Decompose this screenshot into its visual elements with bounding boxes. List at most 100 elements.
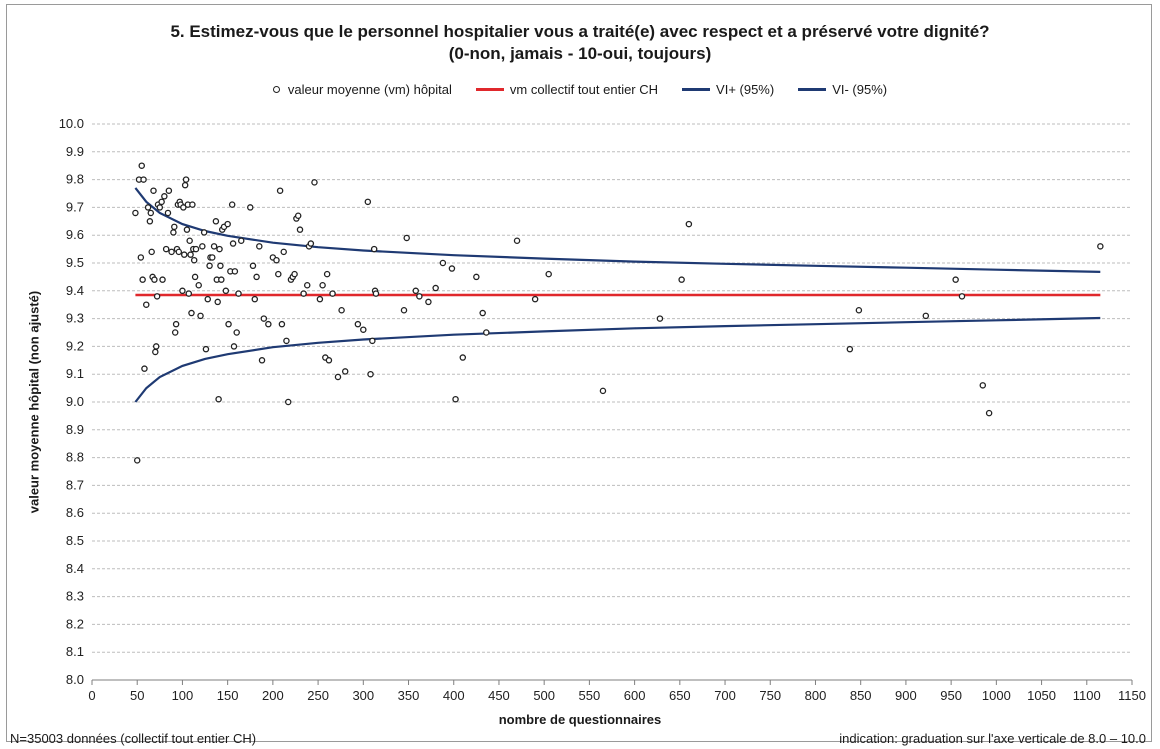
data-point xyxy=(150,187,157,194)
data-point xyxy=(225,320,232,328)
x-axis-ticks: 0 50 100 150 200 250 300 350 400 450 500 550 600 650 7… xyxy=(88,680,1146,703)
data-point xyxy=(325,357,333,364)
data-point xyxy=(531,295,539,303)
data-point xyxy=(195,281,202,289)
legend-item-hospital-mean: valeur moyenne (vm) hôpital xyxy=(272,82,452,97)
data-point xyxy=(952,276,959,283)
data-point xyxy=(300,290,307,297)
data-point xyxy=(162,245,170,253)
data-point xyxy=(237,237,245,245)
data-point xyxy=(319,281,326,289)
data-point xyxy=(360,326,367,333)
data-point xyxy=(253,273,260,281)
data-point xyxy=(316,295,324,303)
y-tick-label: 9.6 xyxy=(66,227,84,242)
data-point xyxy=(202,345,210,353)
data-point xyxy=(137,254,145,261)
data-point xyxy=(1097,243,1104,250)
data-point xyxy=(153,293,161,300)
data-point xyxy=(311,179,318,186)
chart-title: 5. Estimez-vous que le personnel hospita… xyxy=(170,22,990,41)
data-point xyxy=(400,307,408,314)
x-tick-label: 1000 xyxy=(982,688,1011,703)
data-point xyxy=(403,234,410,242)
x-tick-label: 1100 xyxy=(1073,688,1101,703)
data-point xyxy=(256,243,263,250)
data-point xyxy=(323,270,331,278)
data-point xyxy=(161,193,168,200)
data-point xyxy=(164,209,172,217)
x-tick-label: 300 xyxy=(352,688,374,703)
data-point xyxy=(372,290,380,297)
data-point xyxy=(369,337,376,345)
data-point xyxy=(452,395,459,403)
data-point xyxy=(191,273,199,281)
y-tick-label: 10.0 xyxy=(59,116,84,131)
y-tick-label: 9.1 xyxy=(66,366,84,381)
y-tick-label: 8.0 xyxy=(66,672,84,687)
legend-label: VI+ (95%) xyxy=(716,82,775,97)
y-tick-label: 8.9 xyxy=(66,422,84,437)
data-point xyxy=(283,337,290,345)
x-tick-label: 400 xyxy=(443,688,465,703)
data-point xyxy=(218,276,225,283)
data-point xyxy=(412,287,420,295)
data-points xyxy=(132,162,1104,464)
y-tick-label: 9.3 xyxy=(66,311,84,326)
data-point xyxy=(985,409,993,417)
data-point xyxy=(448,265,456,272)
circle-marker-icon xyxy=(272,86,280,93)
data-point xyxy=(364,198,372,206)
data-point xyxy=(200,229,208,236)
footer-note-right: indication: graduation sur l'axe vertica… xyxy=(839,731,1146,746)
data-point xyxy=(143,301,150,308)
data-point xyxy=(190,256,198,264)
data-point xyxy=(175,248,183,256)
data-point xyxy=(229,240,237,247)
data-point xyxy=(228,201,236,208)
y-axis-ticks: 8.0 8.1 8.2 8.3 8.4 8.5 8.6 8.7 8.8 8.9 9.0 9.1 9.2 9… xyxy=(59,116,84,687)
data-point xyxy=(141,365,148,372)
data-point xyxy=(181,181,189,189)
y-tick-label: 8.2 xyxy=(66,616,84,631)
data-point xyxy=(217,262,224,270)
data-point xyxy=(210,243,218,250)
data-point xyxy=(459,354,467,361)
data-point xyxy=(439,259,447,267)
data-point xyxy=(296,226,304,233)
x-tick-label: 650 xyxy=(669,688,691,703)
data-point xyxy=(370,245,378,253)
data-point xyxy=(182,176,190,183)
chart-subtitle: (0-non, jamais - 10-oui, toujours) xyxy=(448,44,712,63)
data-point xyxy=(599,387,607,395)
data-point xyxy=(278,320,286,328)
blue-line-icon xyxy=(682,88,711,91)
data-point xyxy=(958,293,966,300)
x-tick-label: 850 xyxy=(850,688,872,703)
legend-label: vm collectif tout entier CH xyxy=(509,82,659,97)
data-point xyxy=(206,262,213,270)
data-point xyxy=(204,295,212,303)
data-point xyxy=(156,204,164,211)
data-point xyxy=(212,218,220,225)
data-point xyxy=(222,287,230,295)
data-point xyxy=(140,176,147,183)
x-tick-label: 250 xyxy=(307,688,329,703)
data-point xyxy=(432,284,439,292)
data-point xyxy=(855,307,863,314)
data-point xyxy=(179,287,186,295)
data-point xyxy=(276,187,284,194)
x-tick-label: 1150 xyxy=(1118,688,1146,703)
data-point xyxy=(158,198,165,206)
legend-item-ci-upper: VI+ (95%) xyxy=(682,82,774,97)
data-point xyxy=(215,395,222,403)
y-tick-label: 9.8 xyxy=(66,172,84,187)
data-point xyxy=(247,204,254,211)
data-point xyxy=(291,270,298,278)
data-point xyxy=(249,262,257,270)
x-tick-label: 800 xyxy=(805,688,827,703)
data-point xyxy=(148,248,155,256)
data-point xyxy=(367,370,374,378)
data-point xyxy=(209,254,216,261)
